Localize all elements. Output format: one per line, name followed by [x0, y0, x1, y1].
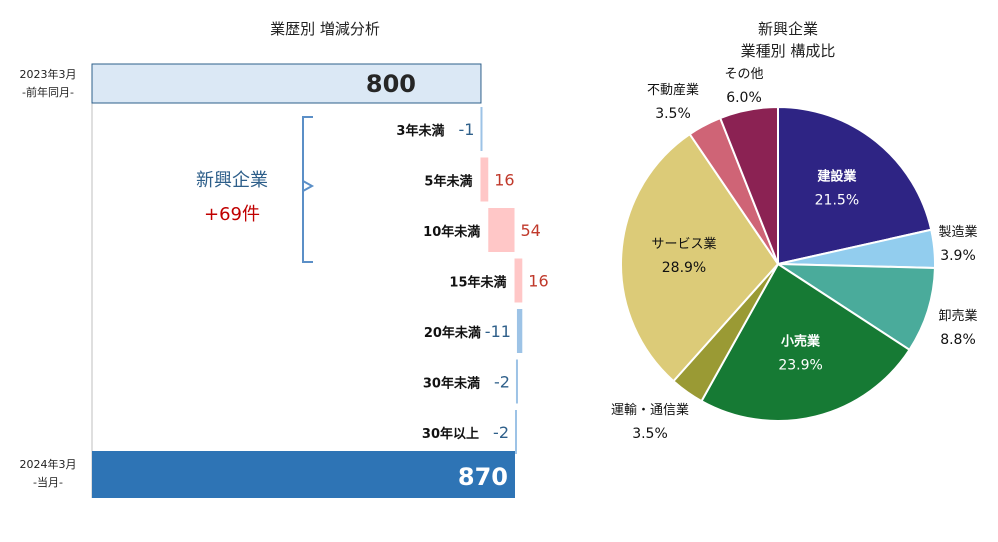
- category-label: 20年未満: [424, 325, 481, 341]
- slice-name-label: 卸売業: [938, 308, 977, 324]
- category-label: 30年未満: [423, 376, 480, 392]
- slice-name-label: 建設業: [817, 168, 857, 184]
- pie-chart: 新興企業 業種別 構成比 建設業 21.5% 製造業 3.9% 卸売業 8.8% 小売業 23…: [611, 20, 978, 442]
- start-bar: [91, 63, 482, 104]
- pie-labels: 建設業 21.5% 製造業 3.9% 卸売業 8.8% 小売業 23.9% 運輸・通信業 3.5%…: [611, 67, 978, 442]
- pie-slice: [700, 262, 911, 422]
- slice-pct-label: 3.5%: [632, 426, 668, 442]
- waterfall-bar: [516, 309, 523, 353]
- new-company-label: 新興企業: [196, 170, 268, 191]
- waterfall-bar: [480, 107, 483, 151]
- pie-slice: [620, 132, 780, 383]
- slice-name-label: サービス業: [651, 236, 716, 252]
- slice-pct-label: 3.9%: [940, 248, 976, 264]
- pie-title: 新興企業: [758, 20, 818, 38]
- slice-pct-label: 28.9%: [662, 260, 706, 276]
- slice-name-label: 運輸・通信業: [611, 402, 689, 418]
- category-label: 3年未満: [396, 123, 444, 139]
- new-company-bracket: [302, 116, 313, 263]
- pie-subtitle: 業種別 構成比: [741, 42, 836, 60]
- start-period-sub-label: -前年同月-: [22, 85, 74, 99]
- category-label: 5年未満: [424, 174, 472, 190]
- waterfall-title: 業歴別 増減分析: [270, 20, 380, 38]
- category-label: 15年未満: [449, 275, 506, 291]
- waterfall-bar: [515, 359, 518, 404]
- slice-pct-label: 8.8%: [940, 332, 976, 348]
- waterfall-bar: [488, 208, 515, 252]
- change-label: -11: [485, 322, 511, 341]
- slice-pct-label: 21.5%: [815, 192, 859, 208]
- change-label: -1: [459, 120, 475, 139]
- slice-name-label: 不動産業: [647, 82, 699, 98]
- end-value-label: 870: [458, 463, 508, 491]
- category-label: 30年以上: [422, 426, 479, 442]
- bracket-point: [302, 180, 315, 192]
- change-label: 16: [528, 272, 548, 291]
- waterfall-bar: [480, 157, 489, 202]
- waterfall-bar: [515, 410, 517, 454]
- pie-slice: [777, 105, 933, 266]
- pie-slice: [718, 105, 779, 265]
- pie-slices: [620, 105, 936, 422]
- slice-pct-label: 23.9%: [778, 357, 822, 373]
- start-period-label: 2023年3月: [20, 67, 77, 81]
- end-period-sub-label: -当月-: [33, 475, 63, 489]
- change-label: -2: [493, 423, 509, 442]
- slice-pct-label: 6.0%: [726, 90, 762, 106]
- waterfall-chart: 業歴別 増減分析 800 2023年3月 -前年同月- 3年未満 -1 5年未満 16…: [20, 20, 549, 498]
- change-label: 16: [494, 171, 514, 190]
- change-label: 54: [521, 221, 541, 240]
- end-bar: [92, 451, 515, 498]
- change-label: -2: [494, 373, 510, 392]
- new-company-change: +69件: [204, 204, 260, 225]
- pie-slice: [774, 262, 936, 352]
- slice-name-label: 製造業: [938, 224, 977, 240]
- waterfall-bar: [514, 258, 523, 303]
- slice-name-label: 小売業: [781, 333, 821, 349]
- slice-pct-label: 3.5%: [655, 106, 691, 122]
- slice-name-label: その他: [724, 67, 763, 82]
- category-label: 10年未満: [423, 224, 480, 240]
- start-value-label: 800: [366, 70, 416, 98]
- end-period-label: 2024年3月: [20, 457, 77, 471]
